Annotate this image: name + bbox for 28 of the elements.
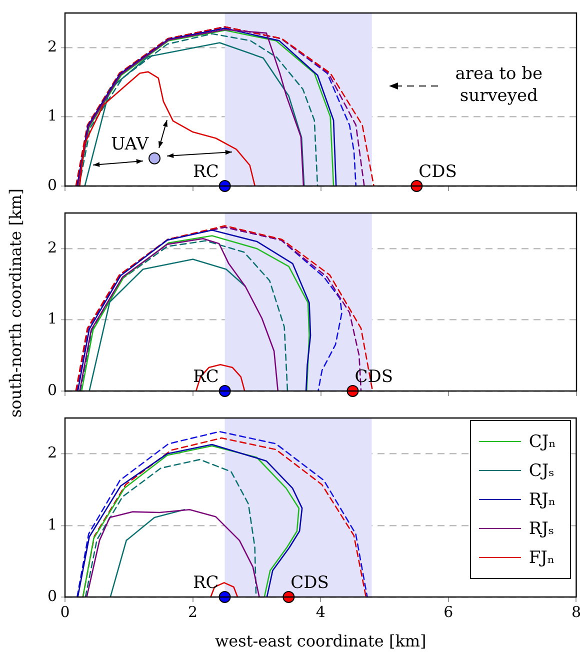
y-tick-label: 1 <box>47 106 57 125</box>
y-tick-label: 1 <box>47 515 57 534</box>
x-tick-label: 2 <box>188 602 198 621</box>
legend-label: CJₛ <box>528 460 554 480</box>
legend-label: RJₛ <box>528 518 554 538</box>
line-series <box>84 458 257 597</box>
series-label: CDS <box>290 573 329 593</box>
x-tick-label: 6 <box>444 602 454 621</box>
y-tick-label: 0 <box>47 176 57 194</box>
x-tick-label: 4 <box>316 602 326 621</box>
legend-label: CJₙ <box>528 432 556 452</box>
y-tick-label: 1 <box>47 310 57 328</box>
y-tick-label: 2 <box>47 37 57 56</box>
legend-label: RC <box>193 162 219 182</box>
y-axis-title: south-north coordinate [km] <box>6 188 25 418</box>
series-label: UAV <box>110 134 150 154</box>
series-label: CDS <box>418 162 457 182</box>
annotation: area to be surveyed <box>455 64 543 106</box>
series-label: RC <box>192 573 219 593</box>
legend-label: RJₙ <box>528 490 556 510</box>
x-tick-label: 0 <box>60 602 70 621</box>
y-tick-label: 2 <box>47 444 57 462</box>
y-tick-label: 0 <box>47 586 57 605</box>
x-axis-title: west-east coordinate [km] <box>214 632 426 651</box>
y-tick-label: 0 <box>47 380 57 399</box>
legend-label: FJₙ <box>528 548 555 568</box>
x-tick-label: 8 <box>571 602 581 621</box>
y-tick-label: 2 <box>47 238 57 256</box>
